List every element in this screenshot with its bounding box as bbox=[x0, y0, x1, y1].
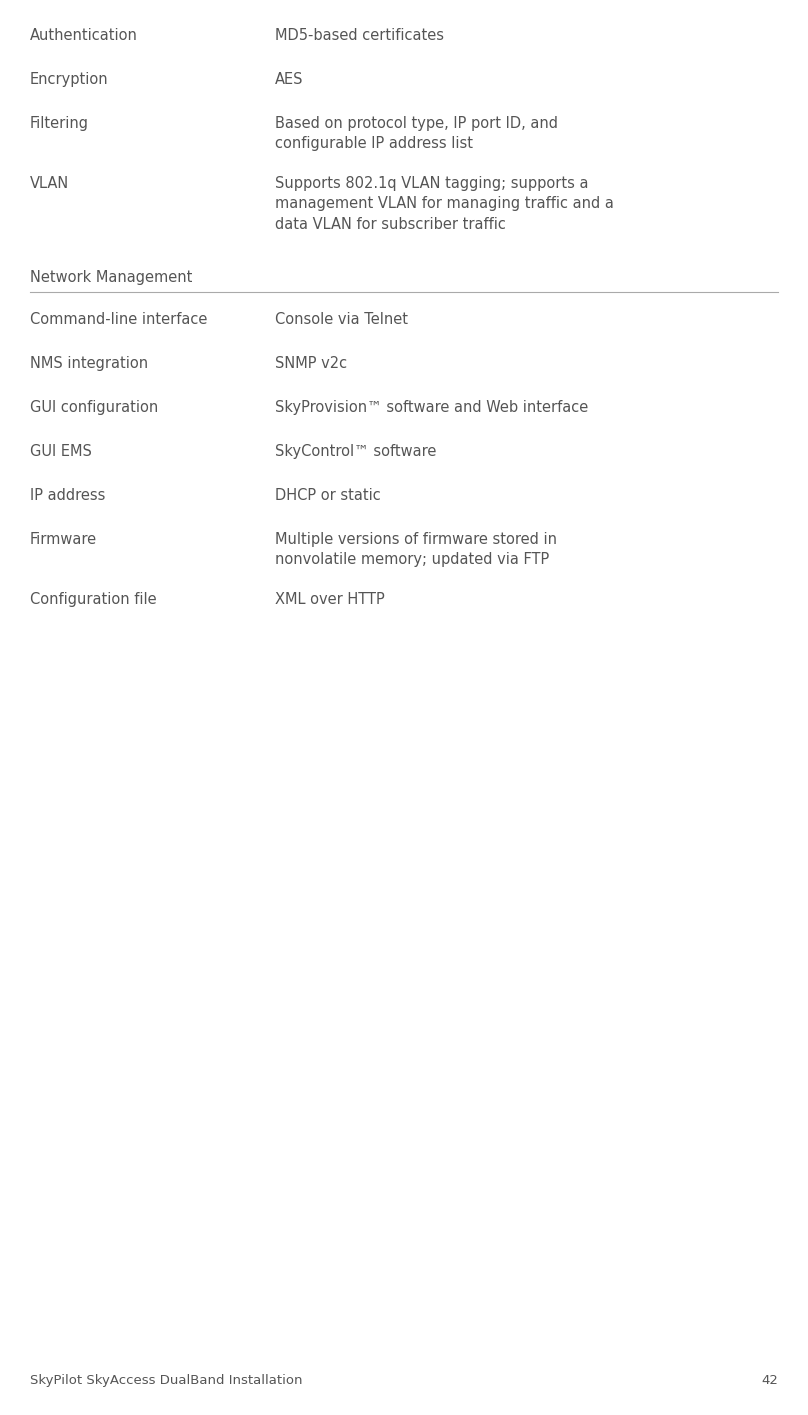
Text: Authentication: Authentication bbox=[30, 28, 138, 42]
Text: GUI configuration: GUI configuration bbox=[30, 400, 158, 415]
Text: 42: 42 bbox=[761, 1374, 778, 1387]
Text: Multiple versions of firmware stored in
nonvolatile memory; updated via FTP: Multiple versions of firmware stored in … bbox=[275, 532, 557, 567]
Text: SkyProvision™ software and Web interface: SkyProvision™ software and Web interface bbox=[275, 400, 588, 415]
Text: Encryption: Encryption bbox=[30, 72, 108, 86]
Text: SNMP v2c: SNMP v2c bbox=[275, 357, 347, 371]
Text: SkyPilot SkyAccess DualBand Installation: SkyPilot SkyAccess DualBand Installation bbox=[30, 1374, 302, 1387]
Text: Supports 802.1q VLAN tagging; supports a
management VLAN for managing traffic an: Supports 802.1q VLAN tagging; supports a… bbox=[275, 175, 614, 232]
Text: Console via Telnet: Console via Telnet bbox=[275, 311, 408, 327]
Text: SkyControl™ software: SkyControl™ software bbox=[275, 444, 436, 458]
Text: AES: AES bbox=[275, 72, 304, 86]
Text: Firmware: Firmware bbox=[30, 532, 97, 548]
Text: DHCP or static: DHCP or static bbox=[275, 488, 381, 502]
Text: GUI EMS: GUI EMS bbox=[30, 444, 92, 458]
Text: NMS integration: NMS integration bbox=[30, 357, 148, 371]
Text: Filtering: Filtering bbox=[30, 116, 89, 132]
Text: Configuration file: Configuration file bbox=[30, 591, 157, 607]
Text: Command-line interface: Command-line interface bbox=[30, 311, 208, 327]
Text: Network Management: Network Management bbox=[30, 270, 192, 284]
Text: VLAN: VLAN bbox=[30, 175, 69, 191]
Text: IP address: IP address bbox=[30, 488, 105, 502]
Text: Based on protocol type, IP port ID, and
configurable IP address list: Based on protocol type, IP port ID, and … bbox=[275, 116, 558, 151]
Text: MD5-based certificates: MD5-based certificates bbox=[275, 28, 444, 42]
Text: XML over HTTP: XML over HTTP bbox=[275, 591, 385, 607]
